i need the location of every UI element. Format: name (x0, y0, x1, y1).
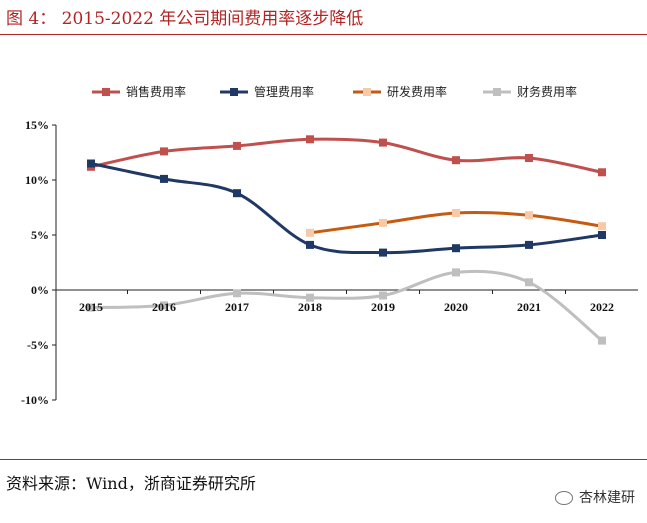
watermark: 杏林建研 (555, 487, 635, 507)
series-line (90, 162, 603, 255)
legend-marker (363, 88, 371, 96)
y-tick-label: -10% (21, 393, 49, 407)
data-point (306, 240, 314, 249)
data-point (306, 135, 314, 144)
data-point (233, 289, 241, 298)
title-divider (0, 34, 647, 35)
data-point (306, 228, 314, 237)
series-2 (87, 159, 606, 257)
data-point (87, 303, 95, 312)
data-point (598, 231, 606, 239)
legend-marker (102, 88, 110, 96)
data-point (598, 168, 606, 177)
data-point (87, 159, 95, 168)
line-chart: 销售费用率 管理费用率 研发费用率 财务费用率 15% 10% 5% 0% -5% -10% 2… (21, 84, 638, 407)
data-point (379, 291, 387, 300)
x-tick-label: 2016 (152, 300, 176, 314)
data-point (452, 268, 460, 277)
legend-label: 财务费用率 (517, 84, 577, 99)
x-tick-label: 2019 (371, 300, 395, 314)
data-point (306, 293, 314, 302)
data-point (598, 336, 606, 345)
data-point (525, 154, 533, 162)
data-point (452, 244, 460, 253)
x-tick-label: 2020 (444, 300, 468, 314)
y-tick-label: 15% (25, 118, 49, 132)
data-point (598, 222, 606, 231)
x-axis-labels: 2015 2016 2017 2018 2019 2020 2021 2022 (79, 300, 614, 314)
x-tick-label: 2022 (590, 300, 614, 314)
data-point (379, 138, 387, 147)
data-point (233, 141, 241, 150)
data-point (160, 301, 168, 310)
legend-marker (230, 88, 238, 96)
legend-label: 研发费用率 (387, 84, 447, 99)
data-point (452, 156, 460, 165)
series-4 (87, 268, 606, 345)
y-tick-label: 10% (25, 173, 49, 187)
legend-item: 销售费用率 (92, 84, 186, 99)
data-point (160, 174, 168, 183)
watermark-text: 杏林建研 (579, 490, 635, 506)
source-divider (0, 459, 647, 460)
legend-label: 管理费用率 (254, 84, 314, 99)
series-3 (306, 209, 606, 237)
data-point (160, 147, 168, 156)
y-tick-label: 5% (31, 228, 49, 242)
data-point (525, 278, 533, 287)
y-tick-label: -5% (27, 338, 49, 352)
x-tick-label: 2021 (517, 300, 541, 314)
legend-item: 管理费用率 (220, 84, 314, 99)
x-tick-label: 2015 (79, 300, 103, 314)
data-point (379, 218, 387, 227)
figure-title: 图 4： 2015-2022 年公司期间费用率逐步降低 (6, 9, 364, 29)
series-line (90, 137, 603, 174)
source-note: 资料来源：Wind，浙商证券研究所 (6, 474, 256, 493)
series-layer (87, 135, 606, 345)
legend-item: 财务费用率 (483, 84, 577, 99)
data-point (452, 209, 460, 217)
data-point (379, 248, 387, 257)
chart-legend: 销售费用率 管理费用率 研发费用率 财务费用率 (92, 84, 577, 99)
y-tick-label: 0% (31, 283, 49, 297)
series-1 (87, 135, 606, 177)
data-point (233, 189, 241, 198)
x-tick-label: 2018 (298, 300, 322, 314)
data-point (525, 240, 533, 249)
x-tick-label: 2017 (225, 300, 249, 314)
legend-label: 销售费用率 (126, 84, 186, 99)
wechat-icon (555, 491, 573, 505)
legend-marker (493, 88, 501, 96)
legend-item: 研发费用率 (353, 84, 447, 99)
data-point (525, 211, 533, 220)
